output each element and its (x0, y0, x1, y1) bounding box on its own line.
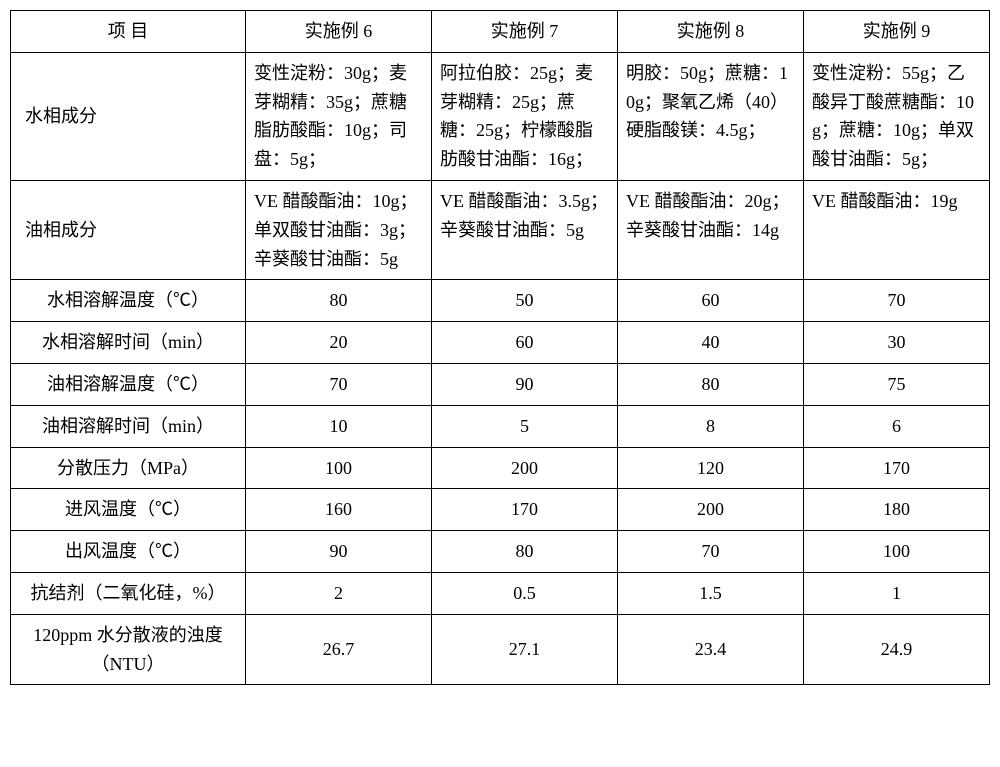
table-cell: 27.1 (432, 614, 618, 685)
table-cell: 50 (432, 280, 618, 322)
col-header-ex9: 实施例 9 (804, 11, 990, 53)
table-cell: 明胶：50g；蔗糖：10g；聚氧乙烯（40）硬脂酸镁：4.5g； (618, 52, 804, 180)
table-row: 120ppm 水分散液的浊度（NTU） 26.7 27.1 23.4 24.9 (11, 614, 990, 685)
row-label: 出风温度（℃） (11, 531, 246, 573)
row-label: 水相溶解时间（min） (11, 322, 246, 364)
table-cell: 24.9 (804, 614, 990, 685)
table-cell: 90 (246, 531, 432, 573)
table-cell: 70 (618, 531, 804, 573)
table-cell: 6 (804, 405, 990, 447)
table-cell: 26.7 (246, 614, 432, 685)
table-row: 油相成分 VE 醋酸酯油：10g；单双酸甘油酯：3g；辛葵酸甘油酯：5g VE … (11, 180, 990, 279)
col-header-ex8: 实施例 8 (618, 11, 804, 53)
table-row: 出风温度（℃） 90 80 70 100 (11, 531, 990, 573)
table-cell: 1.5 (618, 572, 804, 614)
col-header-ex7: 实施例 7 (432, 11, 618, 53)
table-cell: 180 (804, 489, 990, 531)
table-row: 水相溶解时间（min） 20 60 40 30 (11, 322, 990, 364)
row-label: 油相成分 (11, 180, 246, 279)
row-label: 油相溶解时间（min） (11, 405, 246, 447)
col-header-item: 项 目 (11, 11, 246, 53)
table-cell: 100 (246, 447, 432, 489)
row-label: 分散压力（MPa） (11, 447, 246, 489)
table-cell: 10 (246, 405, 432, 447)
table-cell: 160 (246, 489, 432, 531)
table-row: 进风温度（℃） 160 170 200 180 (11, 489, 990, 531)
row-label: 水相溶解温度（℃） (11, 280, 246, 322)
table-cell: 变性淀粉：55g；乙酸异丁酸蔗糖酯：10g；蔗糖：10g；单双酸甘油酯：5g； (804, 52, 990, 180)
table-cell: 100 (804, 531, 990, 573)
table-cell: 70 (804, 280, 990, 322)
table-cell: 2 (246, 572, 432, 614)
table-row: 油相溶解时间（min） 10 5 8 6 (11, 405, 990, 447)
table-cell: 8 (618, 405, 804, 447)
table-row: 油相溶解温度（℃） 70 90 80 75 (11, 363, 990, 405)
table-cell: 60 (618, 280, 804, 322)
row-label: 进风温度（℃） (11, 489, 246, 531)
table-row: 抗结剂（二氧化硅，%） 2 0.5 1.5 1 (11, 572, 990, 614)
table-cell: 80 (432, 531, 618, 573)
table-cell: 120 (618, 447, 804, 489)
table-cell: 60 (432, 322, 618, 364)
table-cell: VE 醋酸酯油：3.5g；辛葵酸甘油酯：5g (432, 180, 618, 279)
table-row: 水相成分 变性淀粉：30g；麦芽糊精：35g；蔗糖脂肪酸酯：10g；司盘：5g；… (11, 52, 990, 180)
table-cell: 70 (246, 363, 432, 405)
table-cell: 20 (246, 322, 432, 364)
table-cell: 23.4 (618, 614, 804, 685)
table-cell: 75 (804, 363, 990, 405)
table-cell: 80 (618, 363, 804, 405)
row-label: 抗结剂（二氧化硅，%） (11, 572, 246, 614)
table-cell: 0.5 (432, 572, 618, 614)
table-cell: 80 (246, 280, 432, 322)
table-cell: 阿拉伯胶：25g；麦芽糊精：25g；蔗糖：25g；柠檬酸脂肪酸甘油酯：16g； (432, 52, 618, 180)
table-cell: 40 (618, 322, 804, 364)
table-row: 水相溶解温度（℃） 80 50 60 70 (11, 280, 990, 322)
row-label: 油相溶解温度（℃） (11, 363, 246, 405)
table-cell: 变性淀粉：30g；麦芽糊精：35g；蔗糖脂肪酸酯：10g；司盘：5g； (246, 52, 432, 180)
table-header-row: 项 目 实施例 6 实施例 7 实施例 8 实施例 9 (11, 11, 990, 53)
table-cell: 200 (432, 447, 618, 489)
table-cell: 1 (804, 572, 990, 614)
row-label: 120ppm 水分散液的浊度（NTU） (11, 614, 246, 685)
table-row: 分散压力（MPa） 100 200 120 170 (11, 447, 990, 489)
table-cell: 170 (432, 489, 618, 531)
row-label: 水相成分 (11, 52, 246, 180)
table-cell: VE 醋酸酯油：19g (804, 180, 990, 279)
data-table: 项 目 实施例 6 实施例 7 实施例 8 实施例 9 水相成分 变性淀粉：30… (10, 10, 990, 685)
table-cell: 90 (432, 363, 618, 405)
col-header-ex6: 实施例 6 (246, 11, 432, 53)
table-cell: VE 醋酸酯油：20g；辛葵酸甘油酯：14g (618, 180, 804, 279)
table-cell: 30 (804, 322, 990, 364)
table-cell: 5 (432, 405, 618, 447)
table-cell: 170 (804, 447, 990, 489)
table-cell: 200 (618, 489, 804, 531)
table-cell: VE 醋酸酯油：10g；单双酸甘油酯：3g；辛葵酸甘油酯：5g (246, 180, 432, 279)
